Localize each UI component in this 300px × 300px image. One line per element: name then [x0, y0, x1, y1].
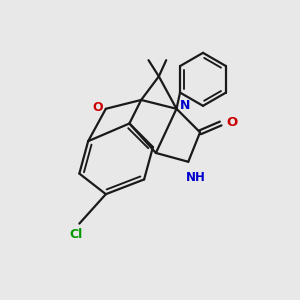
Text: Cl: Cl	[70, 228, 83, 241]
Text: O: O	[92, 101, 103, 114]
Text: N: N	[180, 99, 190, 112]
Text: O: O	[226, 116, 237, 128]
Text: NH: NH	[186, 171, 206, 184]
